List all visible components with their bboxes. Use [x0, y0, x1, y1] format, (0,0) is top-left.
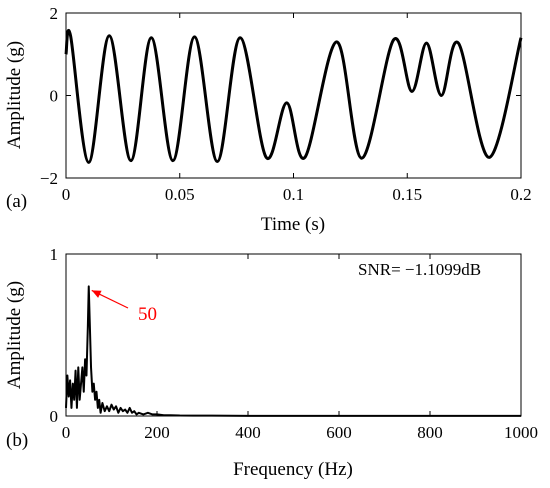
x-tick-label: 0.2	[510, 185, 531, 204]
panel-a-y-axis-label: Amplitude (g)	[4, 41, 25, 149]
panel-b-snr-text: SNR= −1.1099dB	[358, 260, 481, 279]
panel-b-spectrum-line	[65, 285, 521, 417]
y-tick-label: 2	[50, 4, 59, 23]
y-tick-label: 1	[50, 245, 59, 264]
panel-b-annotation-arrowhead	[91, 290, 102, 298]
x-tick-label: 600	[326, 423, 352, 442]
y-tick-label: 0	[50, 407, 59, 426]
x-tick-label: 0.05	[165, 185, 195, 204]
y-tick-label: −2	[40, 169, 58, 188]
panel-a-y-ticks: −2 0 2	[40, 4, 521, 188]
y-tick-label: 0	[50, 87, 59, 106]
x-tick-label: 0	[62, 185, 71, 204]
panel-b-x-ticks: 0 200 400 600 800 1000	[62, 254, 538, 442]
x-tick-label: 0.15	[392, 185, 422, 204]
panel-b-label: (b)	[6, 430, 28, 451]
panel-a-x-ticks: 0 0.05 0.1 0.15 0.2	[62, 13, 532, 204]
x-tick-label: 400	[235, 423, 261, 442]
panel-a-label: (a)	[6, 191, 27, 212]
x-tick-label: 200	[144, 423, 170, 442]
panel-a-time-signal: 0 0.05 0.1 0.15 0.2 −202 Time (s) Amplitude …	[4, 4, 532, 235]
x-tick-label: 0.1	[283, 185, 304, 204]
x-tick-label: 1000	[504, 423, 538, 442]
panel-b-y-axis-label: Amplitude (g)	[4, 281, 25, 389]
panel-a-signal-line	[64, 29, 523, 164]
panel-a-x-axis-label: Time (s)	[261, 214, 325, 235]
x-tick-label: 0	[62, 423, 71, 442]
panel-b-spectrum: 0 200 400 600 800 1000 0 1 50 SNR= −1.1099dB F…	[4, 245, 538, 480]
x-tick-label: 800	[417, 423, 443, 442]
panel-b-peak-annotation: 50	[138, 304, 157, 325]
panel-b-x-axis-label: Frequency (Hz)	[233, 459, 353, 480]
